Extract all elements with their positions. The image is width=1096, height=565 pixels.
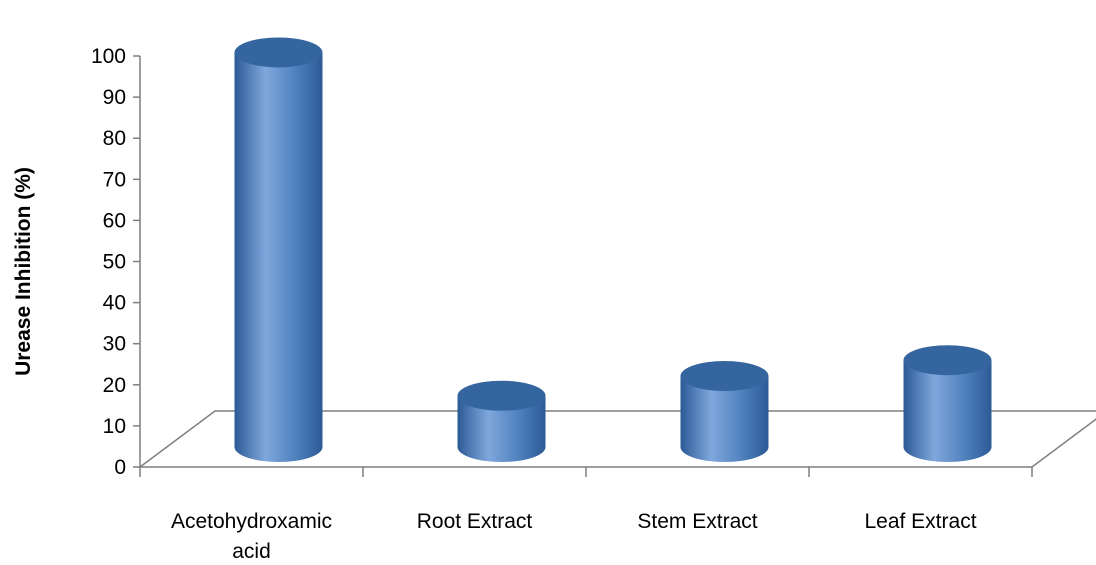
y-tick-label: 70 <box>103 168 126 191</box>
y-tick-label: 40 <box>103 292 126 315</box>
x-category-label-line: Stem Extract <box>637 510 757 533</box>
bar-body <box>234 52 323 463</box>
bar-top <box>457 380 546 411</box>
bar-body <box>680 375 769 463</box>
bar-top <box>903 345 992 376</box>
y-tick-label: 80 <box>103 127 126 150</box>
y-tick-label: 100 <box>91 45 126 68</box>
x-category-label: Acetohydroxamic acid <box>171 510 332 563</box>
y-tick-label: 90 <box>103 86 126 109</box>
bar-2 <box>680 360 769 463</box>
bar-body <box>903 360 992 463</box>
x-category-label: Root Extract <box>417 510 533 533</box>
x-category-label: Stem Extract <box>637 510 757 533</box>
x-category-label: Leaf Extract <box>864 510 976 533</box>
floor-plane <box>137 410 1096 468</box>
y-tick-label: 30 <box>103 333 126 356</box>
bar-0 <box>234 37 323 463</box>
y-tick-label: 60 <box>103 209 126 232</box>
y-tick-label: 20 <box>103 374 126 397</box>
bar-1 <box>457 380 546 463</box>
bars <box>234 37 992 463</box>
axes <box>133 55 1096 477</box>
bar-top <box>680 360 769 391</box>
y-tick-label: 0 <box>114 456 126 479</box>
bar-top <box>234 37 323 68</box>
x-category-label-line: Leaf Extract <box>864 510 976 533</box>
x-category-label-line: Root Extract <box>417 510 533 533</box>
bar-body <box>457 395 546 463</box>
y-tick-label: 50 <box>103 251 126 274</box>
x-category-label-line: acid <box>232 540 271 563</box>
y-tick-label: 10 <box>103 415 126 438</box>
x-category-label-line: Acetohydroxamic <box>171 510 332 533</box>
labels: 0 10 20 30 40 50 60 70 80 90 100 Acetohydroxamic aci… <box>12 45 977 563</box>
bar-3 <box>903 345 992 463</box>
y-axis-title: Urease Inhibition (%) <box>12 167 35 376</box>
